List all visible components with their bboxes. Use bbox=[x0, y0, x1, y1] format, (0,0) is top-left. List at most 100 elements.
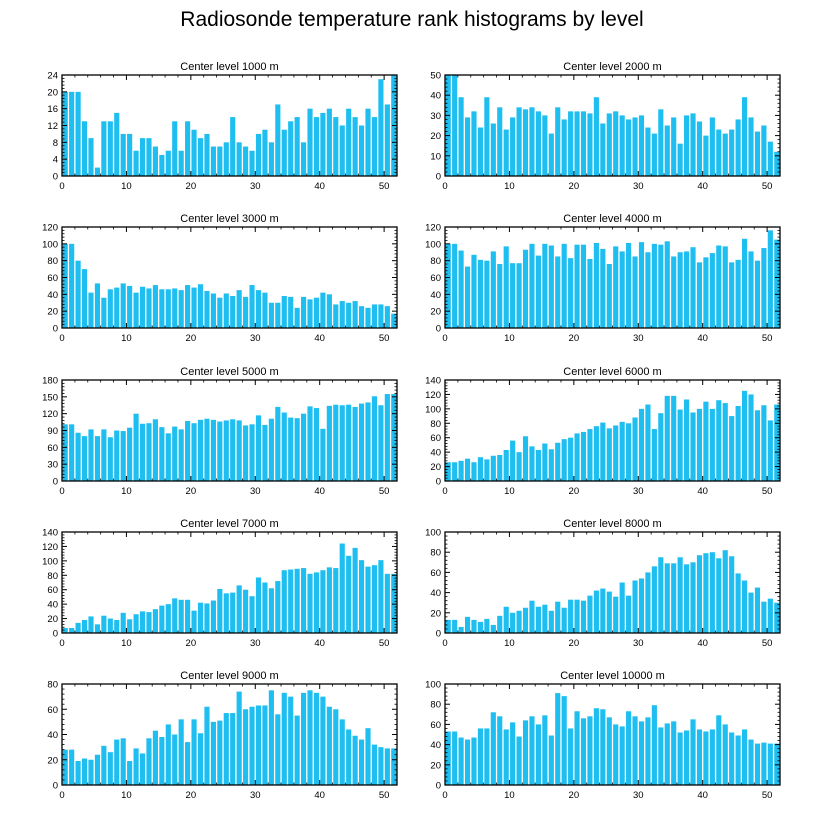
histogram-bar bbox=[735, 119, 741, 176]
histogram-bar bbox=[767, 743, 773, 785]
histogram-bar bbox=[555, 601, 561, 633]
histogram-bar bbox=[165, 604, 171, 633]
histogram-bar bbox=[294, 307, 300, 328]
histogram-bar bbox=[159, 427, 165, 481]
histogram-bar bbox=[645, 717, 651, 785]
histogram-bar bbox=[146, 288, 152, 328]
y-tick-label: 0 bbox=[436, 629, 441, 640]
panel-title: Center level 6000 m bbox=[563, 366, 661, 378]
y-tick-label: 0 bbox=[436, 477, 441, 488]
histogram-bar bbox=[81, 758, 88, 785]
histogram-bar bbox=[101, 745, 107, 785]
histogram-bar bbox=[593, 426, 599, 481]
histogram-bar bbox=[178, 719, 184, 785]
y-tick-label: 0 bbox=[436, 781, 441, 792]
histogram-bar bbox=[503, 246, 509, 328]
y-tick-label: 100 bbox=[425, 404, 441, 415]
histogram-bar bbox=[114, 430, 120, 481]
x-tick-label: 20 bbox=[569, 486, 580, 497]
histogram-bar bbox=[210, 146, 216, 176]
y-tick-label: 100 bbox=[425, 528, 441, 539]
histogram-bar bbox=[606, 591, 612, 633]
histogram-bar bbox=[696, 121, 703, 176]
histogram-bar bbox=[761, 125, 767, 176]
histogram-bar bbox=[333, 568, 339, 633]
x-tick-label: 40 bbox=[697, 486, 708, 497]
histogram-bar bbox=[288, 417, 294, 481]
histogram-bar bbox=[301, 296, 307, 328]
histogram-bar bbox=[146, 423, 152, 481]
histogram-bar bbox=[645, 252, 651, 328]
histogram-bar bbox=[101, 297, 107, 328]
histogram-bar bbox=[555, 693, 561, 785]
y-tick-label: 0 bbox=[53, 629, 58, 640]
histogram-bar bbox=[548, 133, 554, 176]
histogram-bar bbox=[626, 242, 632, 328]
histogram-bar bbox=[638, 115, 645, 176]
histogram-bar bbox=[522, 109, 529, 176]
x-tick-label: 10 bbox=[504, 790, 515, 801]
histogram-bar bbox=[127, 133, 133, 176]
histogram-bar bbox=[185, 121, 191, 176]
histogram-bar bbox=[358, 560, 365, 633]
y-tick-label: 20 bbox=[430, 131, 441, 142]
x-tick-label: 10 bbox=[121, 181, 132, 192]
x-tick-label: 30 bbox=[250, 790, 261, 801]
histogram-bar bbox=[754, 410, 761, 481]
histogram-bar bbox=[107, 289, 113, 328]
x-tick-label: 20 bbox=[569, 333, 580, 344]
histogram-bar bbox=[255, 415, 262, 481]
histogram-bar bbox=[275, 581, 281, 633]
y-tick-label: 60 bbox=[430, 433, 441, 444]
histogram-bar bbox=[632, 117, 638, 176]
y-tick-label: 0 bbox=[53, 172, 58, 183]
y-tick-label: 150 bbox=[42, 392, 58, 403]
y-tick-label: 140 bbox=[42, 528, 58, 539]
histogram-bar bbox=[281, 296, 287, 328]
histogram-bar bbox=[62, 243, 68, 328]
histogram-bar bbox=[107, 121, 113, 176]
histogram-bar bbox=[452, 243, 458, 328]
histogram-bar bbox=[529, 107, 535, 176]
histogram-bar bbox=[703, 731, 709, 785]
y-tick-label: 140 bbox=[425, 376, 441, 387]
histogram-bar bbox=[62, 91, 68, 176]
histogram-bar bbox=[748, 739, 754, 785]
histogram-bar bbox=[703, 135, 709, 176]
histogram-bar bbox=[107, 437, 113, 481]
histogram-bar bbox=[358, 403, 365, 481]
histogram-bar bbox=[645, 404, 651, 481]
histogram-bar bbox=[522, 607, 529, 633]
histogram-bar bbox=[774, 151, 780, 176]
histogram-bar bbox=[684, 564, 690, 633]
y-tick-label: 30 bbox=[430, 111, 441, 122]
histogram-bar bbox=[729, 556, 735, 633]
histogram-bar bbox=[529, 446, 535, 481]
histogram-bar bbox=[600, 709, 606, 785]
histogram-bar bbox=[339, 125, 345, 176]
histogram-bar bbox=[217, 588, 223, 633]
histogram-bar bbox=[210, 721, 216, 786]
histogram-bar bbox=[477, 457, 484, 481]
x-tick-label: 20 bbox=[186, 790, 197, 801]
histogram-bar bbox=[709, 408, 715, 481]
histogram-bar bbox=[146, 138, 152, 177]
histogram-bar bbox=[774, 602, 780, 633]
histogram-bar bbox=[365, 108, 371, 176]
histogram-bar bbox=[152, 609, 158, 633]
histogram-bar bbox=[709, 552, 715, 633]
histogram-bar bbox=[223, 420, 229, 481]
histogram-panel: Center level 1000 m 0 4 8 12 16 20 24 0 10 20 30 40 5… bbox=[47, 61, 398, 192]
histogram-bar bbox=[352, 547, 358, 633]
histogram-bar bbox=[133, 150, 139, 176]
histogram-bar bbox=[735, 259, 741, 328]
x-tick-label: 0 bbox=[59, 638, 64, 649]
x-tick-label: 10 bbox=[121, 638, 132, 649]
histogram-bar bbox=[548, 735, 554, 785]
histogram-bar bbox=[365, 566, 371, 633]
histogram-bar bbox=[651, 705, 657, 785]
histogram-bar bbox=[696, 555, 703, 633]
histogram-bar bbox=[690, 247, 696, 328]
histogram-bar bbox=[371, 396, 378, 481]
histogram-bar bbox=[159, 605, 165, 633]
